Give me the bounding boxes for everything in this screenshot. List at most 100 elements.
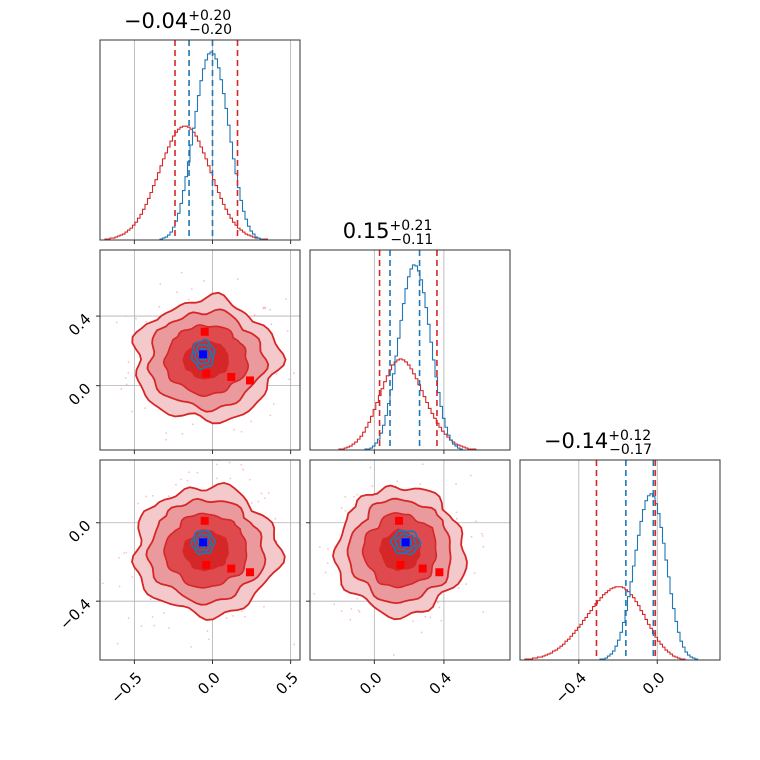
scatter-point (455, 483, 457, 486)
scatter-point (196, 471, 199, 474)
scatter-point (421, 463, 424, 466)
scatter-point (371, 485, 374, 487)
scatter-point (250, 420, 253, 423)
scatter-point (455, 517, 458, 520)
scatter-point (180, 478, 183, 481)
scatter-point (153, 624, 156, 627)
scatter-point (180, 271, 183, 274)
scatter-point (131, 410, 133, 413)
scatter-point (420, 631, 423, 634)
scatter-point (350, 608, 353, 610)
scatter-point (475, 520, 477, 523)
panel-frame (309, 459, 511, 661)
marker-b (435, 568, 444, 577)
marker-b (202, 560, 211, 569)
marker-a (401, 538, 410, 547)
scatter-point (127, 372, 130, 374)
scatter-point (356, 597, 359, 600)
scatter-point (187, 298, 190, 301)
scatter-point (151, 494, 154, 497)
scatter-point (272, 402, 275, 405)
scatter-point (250, 502, 253, 504)
panel-content (92, 271, 316, 450)
scatter-point (358, 611, 361, 613)
scatter-point (253, 313, 256, 316)
title-minus: −0.17 (609, 442, 652, 458)
panel-frame (99, 39, 301, 241)
scatter-point (123, 552, 126, 555)
scatter-point (163, 612, 166, 614)
x-tick-label: 0.0 (194, 669, 224, 699)
scatter-point (257, 500, 260, 503)
scatter-point (267, 492, 270, 494)
scatter-point (436, 601, 439, 604)
scatter-point (149, 598, 152, 601)
contour-a-0 (389, 529, 422, 556)
scatter-point (203, 280, 205, 282)
scatter-point (293, 372, 295, 375)
contour-a-0 (190, 338, 216, 370)
histogram-a-2 (520, 493, 720, 661)
marker-b (227, 564, 236, 573)
contour-a-1 (194, 533, 213, 552)
scatter-point (118, 556, 120, 559)
scatter-point (101, 582, 104, 585)
scatter-point (175, 483, 177, 486)
marker-b (200, 516, 209, 525)
scatter-point (357, 609, 360, 612)
scatter-point (333, 603, 336, 606)
title-param-0: −0.04+0.20 −0.20 (124, 8, 232, 38)
scatter-point (356, 493, 359, 496)
scatter-point (465, 583, 468, 585)
title-param-2: −0.14+0.12 −0.17 (544, 428, 652, 458)
scatter-point (285, 298, 287, 300)
histogram-panel-0 (99, 39, 301, 241)
histogram-panel-2 (519, 459, 721, 661)
scatter-point (482, 545, 485, 548)
density-panel-0 (92, 249, 316, 451)
scatter-point (229, 477, 232, 480)
scatter-point (438, 606, 441, 609)
scatter-point (270, 323, 273, 326)
title-value: −0.14 (544, 429, 608, 453)
scatter-point (176, 291, 178, 294)
scatter-point (469, 474, 472, 477)
scatter-point (327, 547, 329, 550)
density-panel-1 (99, 459, 301, 661)
scatter-point (165, 432, 168, 434)
marker-b (200, 327, 209, 336)
scatter-point (248, 478, 251, 481)
y-tick-label: 0.4 (65, 310, 95, 340)
scatter-point (286, 330, 289, 332)
scatter-point (118, 585, 121, 588)
scatter-point (480, 532, 483, 535)
x-tick-label: 0.5 (272, 669, 302, 699)
histogram-b-1 (310, 358, 510, 451)
title-plus: +0.20 (188, 8, 231, 24)
marker-b (227, 372, 236, 381)
scatter-point (470, 535, 473, 538)
scatter-point (275, 372, 278, 375)
scatter-point (353, 495, 355, 498)
scatter-point (264, 307, 267, 310)
histogram-a-1 (310, 264, 510, 451)
scatter-point (216, 463, 218, 466)
scatter-point (127, 617, 130, 620)
scatter-point (314, 368, 316, 370)
scatter-point (318, 546, 321, 548)
scatter-point (92, 350, 94, 352)
scatter-point (340, 507, 343, 510)
scatter-point (482, 611, 485, 613)
scatter-point (481, 535, 484, 537)
panel-content (310, 463, 510, 656)
plot-layer: −0.5 0.0 0.5 0.0 0.4 −0.4 0.0 0.0 0.4 −0.4 0.0 (56, 39, 721, 707)
scatter-point (167, 495, 170, 498)
panel-content (101, 460, 300, 648)
scatter-point (131, 576, 134, 578)
scatter-point (312, 428, 314, 430)
x-tick-label: 0.4 (426, 669, 456, 699)
density-panel-2 (309, 459, 511, 661)
panel-frame (99, 459, 301, 661)
scatter-point (392, 654, 395, 656)
scatter-point (215, 477, 218, 480)
